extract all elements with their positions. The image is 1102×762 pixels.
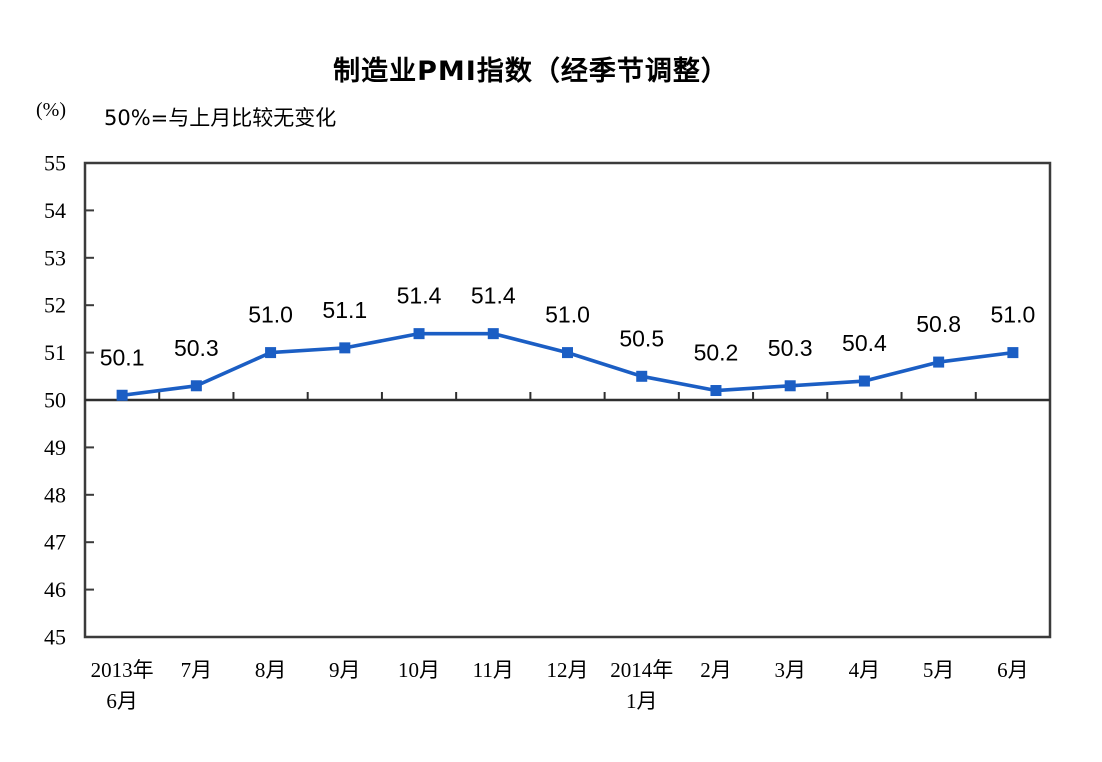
data-point-label: 51.4 (397, 283, 442, 309)
chart-subtitle-row: (%) 50%=与上月比较无变化 (36, 99, 336, 132)
y-tick-label: 45 (44, 625, 66, 650)
data-point-marker (784, 380, 796, 392)
data-point-label: 50.5 (619, 325, 664, 351)
y-axis-unit-label: (%) (36, 99, 66, 121)
data-point-marker (562, 347, 573, 359)
data-point-label: 51.4 (471, 283, 516, 309)
data-point-marker (858, 375, 870, 387)
data-point-label: 50.2 (694, 340, 739, 366)
x-tick-label: 3月 (774, 658, 806, 682)
data-point-marker (116, 389, 128, 401)
data-point-label: 51.0 (545, 302, 590, 328)
x-tick-label: 7月 (181, 658, 213, 682)
data-point-marker (487, 328, 499, 340)
y-tick-label: 53 (44, 245, 66, 270)
y-tick-label: 46 (44, 577, 66, 602)
y-tick-label: 49 (44, 435, 66, 460)
data-point-label: 51.0 (991, 302, 1036, 328)
x-tick-label: 2月 (700, 658, 732, 682)
y-tick-label: 52 (44, 293, 66, 318)
x-tick-label: 8月 (255, 658, 287, 682)
data-point-label: 50.3 (174, 335, 219, 361)
data-point-label: 50.1 (100, 344, 145, 370)
data-point-marker (413, 328, 425, 340)
y-tick-label: 51 (44, 340, 66, 365)
data-point-label: 50.4 (842, 330, 887, 356)
x-tick-label: 6月 (997, 658, 1029, 682)
x-tick-label: 2013年 6月 (91, 658, 154, 713)
data-point-marker (636, 370, 648, 382)
data-point-marker (1007, 347, 1019, 359)
x-tick-label: 10月 (398, 658, 440, 682)
y-tick-label: 50 (44, 388, 66, 413)
data-point-label: 51.1 (322, 297, 367, 323)
chart-subtitle: 50%=与上月比较无变化 (103, 106, 337, 130)
chart-title: 制造业PMI指数（经季节调整） (333, 56, 729, 87)
x-tick-label: 5月 (923, 658, 955, 682)
data-point-label: 50.8 (916, 311, 961, 337)
data-point-marker (190, 380, 202, 392)
y-tick-label: 54 (44, 198, 66, 223)
data-point-marker (265, 347, 277, 359)
data-point-label: 51.0 (248, 302, 293, 328)
x-tick-label: 12月 (547, 658, 589, 682)
x-tick-label: 11月 (473, 658, 514, 682)
data-point-marker (339, 342, 351, 354)
data-point-marker (933, 356, 945, 368)
y-tick-label: 55 (44, 151, 66, 176)
y-tick-label: 48 (44, 482, 66, 507)
x-tick-label: 4月 (849, 658, 881, 682)
data-point-label: 50.3 (768, 335, 813, 361)
x-tick-label: 2014年 1月 (610, 658, 673, 713)
y-tick-label: 47 (44, 530, 66, 555)
x-tick-label: 9月 (329, 658, 361, 682)
data-point-marker (710, 385, 722, 397)
